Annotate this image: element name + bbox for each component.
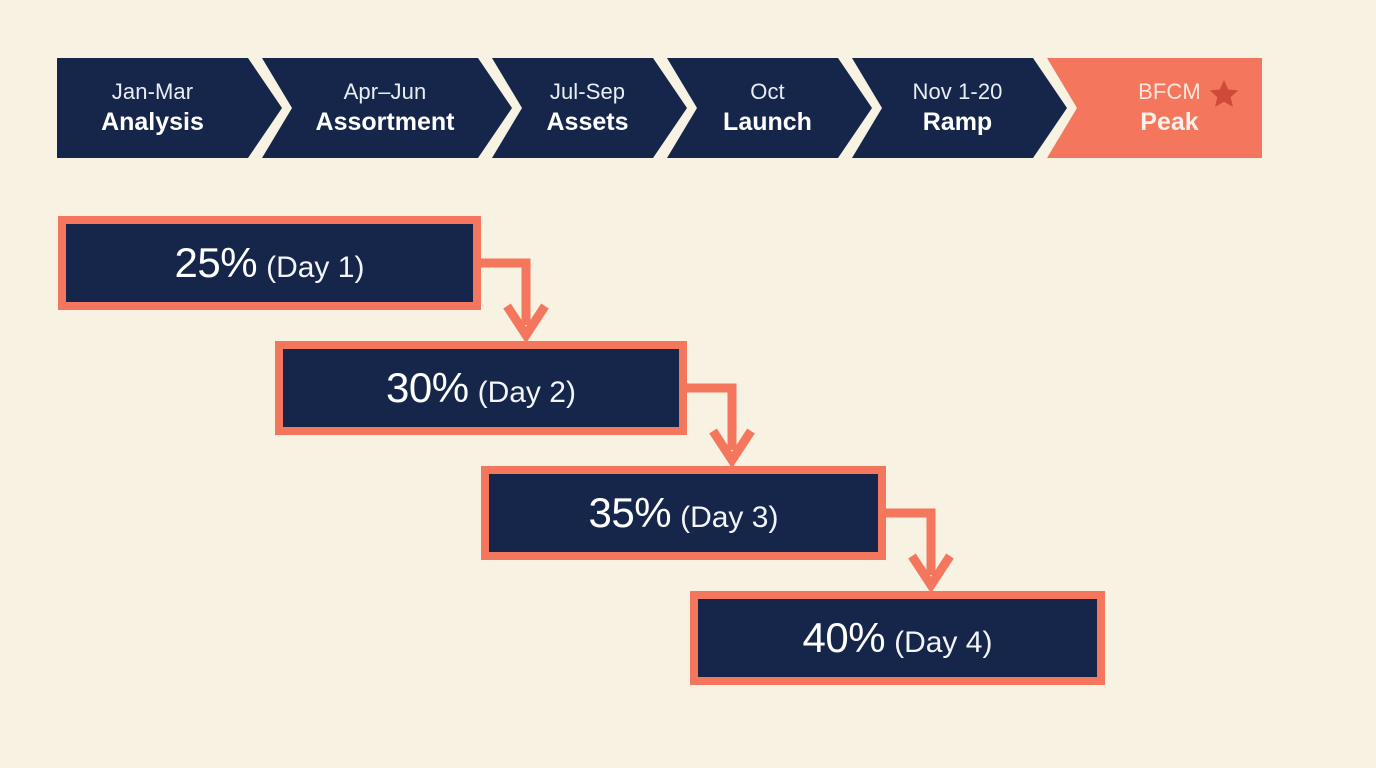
discount-percent-value: 40% <box>802 614 886 661</box>
discount-percent-value: 35% <box>588 489 672 536</box>
discount-day-label: (Day 1) <box>266 251 365 284</box>
discount-step-box-4[interactable]: 40% (Day 4) <box>690 591 1105 685</box>
discount-step-label: 30% (Day 2) <box>386 364 576 412</box>
phase-timeline-banner: Jan-Mar Analysis Apr–Jun Assortment Jul-Sep A… <box>57 58 1321 158</box>
discount-step-box-3[interactable]: 35% (Day 3) <box>481 466 886 560</box>
discount-step-label: 35% (Day 3) <box>589 489 779 537</box>
discount-day-label: (Day 3) <box>680 501 779 534</box>
star-icon <box>1208 78 1240 110</box>
discount-step-box-2[interactable]: 30% (Day 2) <box>275 341 687 435</box>
discount-day-label: (Day 4) <box>894 626 993 659</box>
discount-step-box-1[interactable]: 25% (Day 1) <box>58 216 481 310</box>
discount-percent-value: 30% <box>386 364 469 411</box>
discount-day-label: (Day 2) <box>477 376 576 409</box>
discount-step-label: 40% (Day 4) <box>803 614 993 662</box>
discount-percent-value: 25% <box>174 239 258 286</box>
discount-step-label: 25% (Day 1) <box>175 239 365 287</box>
